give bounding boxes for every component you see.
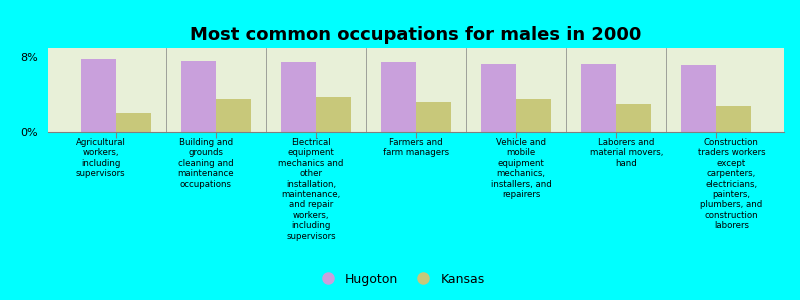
Bar: [581, 64, 616, 132]
Bar: [117, 113, 151, 132]
Bar: [182, 61, 216, 132]
Bar: [516, 99, 551, 132]
Bar: [381, 62, 416, 132]
Text: Agricultural
workers,
including
supervisors: Agricultural workers, including supervis…: [76, 138, 126, 178]
Bar: [316, 97, 351, 132]
Bar: [281, 62, 316, 132]
Text: Laborers and
material movers,
hand: Laborers and material movers, hand: [590, 138, 663, 168]
Bar: [82, 59, 117, 132]
Title: Most common occupations for males in 2000: Most common occupations for males in 200…: [190, 26, 642, 44]
Text: Farmers and
farm managers: Farmers and farm managers: [383, 138, 449, 158]
Bar: [416, 102, 451, 132]
Text: Construction
traders workers
except
carpenters,
electricians,
painters,
plumbers: Construction traders workers except carp…: [698, 138, 766, 230]
Bar: [715, 106, 750, 132]
Bar: [481, 64, 516, 132]
Bar: [681, 65, 715, 132]
Bar: [216, 99, 251, 132]
Bar: [616, 104, 650, 132]
Text: Vehicle and
mobile
equipment
mechanics,
installers, and
repairers: Vehicle and mobile equipment mechanics, …: [490, 138, 551, 199]
Text: Electrical
equipment
mechanics and
other
installation,
maintenance,
and repair
w: Electrical equipment mechanics and other…: [278, 138, 343, 241]
Text: Building and
grounds
cleaning and
maintenance
occupations: Building and grounds cleaning and mainte…: [178, 138, 234, 189]
Legend: Hugoton, Kansas: Hugoton, Kansas: [310, 268, 490, 291]
